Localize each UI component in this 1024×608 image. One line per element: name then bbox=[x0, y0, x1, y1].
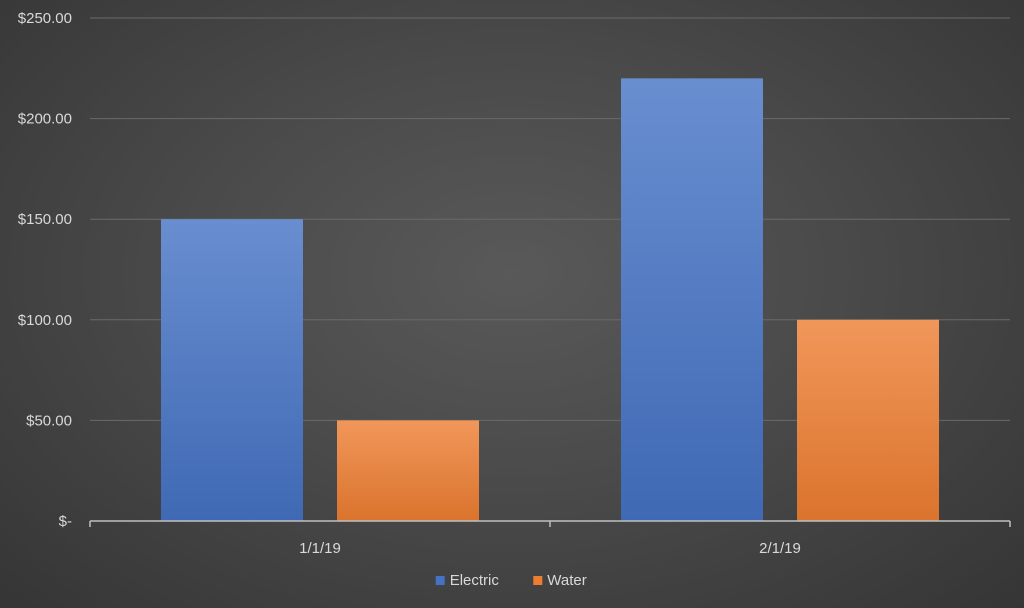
bar-electric-2 bbox=[621, 78, 763, 522]
legend-label-water: Water bbox=[547, 572, 586, 589]
legend: Electric Water bbox=[435, 572, 587, 589]
y-tick-label: $200.00 bbox=[18, 111, 72, 128]
y-tick-label: $50.00 bbox=[26, 412, 72, 429]
bars bbox=[161, 78, 939, 522]
legend-label-electric: Electric bbox=[450, 572, 500, 589]
legend-swatch-electric bbox=[435, 576, 445, 585]
x-axis-category-labels: 1/1/19 2/1/19 bbox=[299, 540, 801, 557]
y-tick-label: $250.00 bbox=[18, 10, 72, 27]
legend-swatch-water bbox=[533, 576, 543, 585]
y-tick-label: $- bbox=[59, 513, 72, 530]
x-axis bbox=[89, 520, 1011, 527]
bar-water-1 bbox=[337, 420, 479, 521]
y-axis-tick-labels: $- $50.00 $100.00 $150.00 $200.00 $250.00 bbox=[18, 10, 72, 530]
y-tick-label: $150.00 bbox=[18, 211, 72, 228]
x-category-label: 1/1/19 bbox=[299, 540, 341, 557]
bar-water-2 bbox=[797, 319, 939, 521]
x-category-label: 2/1/19 bbox=[759, 540, 801, 557]
bar-electric-1 bbox=[161, 219, 303, 521]
y-tick-label: $100.00 bbox=[18, 312, 72, 329]
